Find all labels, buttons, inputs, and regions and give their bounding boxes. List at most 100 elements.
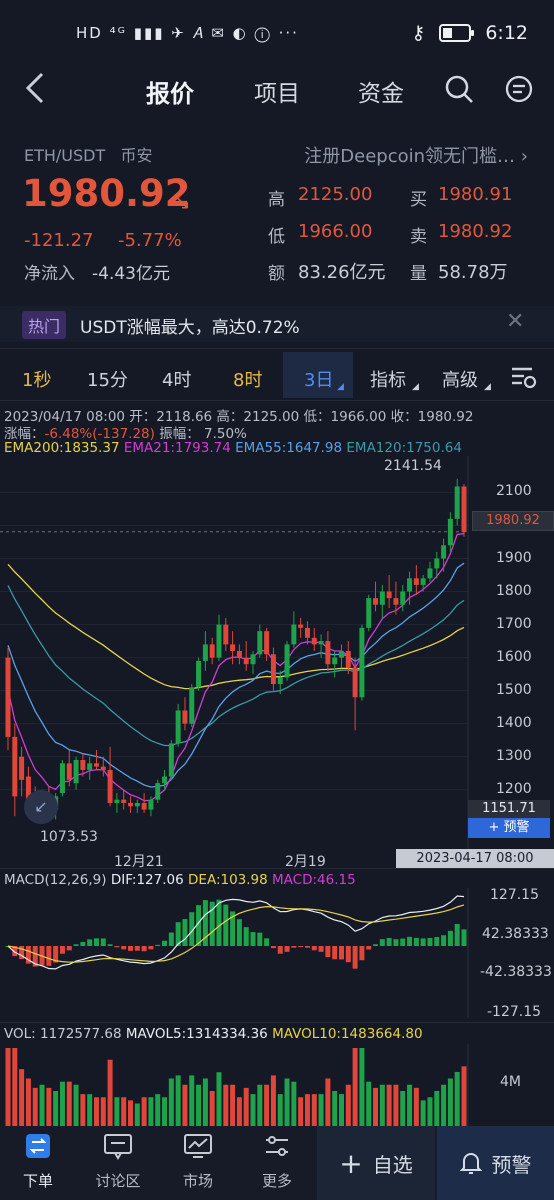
volume-chart[interactable] <box>0 1044 554 1126</box>
interval-1s[interactable]: 1秒 <box>22 370 52 391</box>
sell-value: 1980.92 <box>438 221 513 242</box>
hot-text: USDT涨幅最大，高达0.72% <box>80 318 300 338</box>
volume-bar <box>420 1100 426 1126</box>
nav-market[interactable]: 市场 <box>168 1132 228 1191</box>
candle <box>73 760 79 784</box>
volume-bar <box>270 1075 276 1126</box>
price-tick-1400: 1400 <box>496 714 532 731</box>
menu-icon <box>505 75 533 103</box>
corner-triangle-icon: ◢ <box>412 382 419 392</box>
macd-tick-2: 42.38333 <box>482 926 549 942</box>
macd-bar <box>66 946 72 951</box>
volume-bar <box>25 1078 31 1126</box>
macd-chart[interactable] <box>0 888 554 1018</box>
nav-discussion[interactable]: 讨论区 <box>88 1132 148 1191</box>
macd-bar <box>454 924 460 946</box>
macd-bar <box>373 944 379 946</box>
volume-bar <box>230 1084 236 1126</box>
alert-button[interactable]: 预警 <box>437 1126 554 1200</box>
macd-bar <box>141 946 147 952</box>
candle <box>304 627 310 638</box>
candle <box>175 710 181 744</box>
interval-4h[interactable]: 4时 <box>162 370 192 391</box>
macd-bar <box>121 946 127 950</box>
close-icon[interactable]: ✕ <box>506 309 525 334</box>
ema21-label: EMA21:1793.74 <box>123 440 231 456</box>
candlestick-chart[interactable] <box>0 456 554 866</box>
macd-bar <box>441 935 447 946</box>
candle <box>454 486 460 519</box>
candle <box>202 644 208 661</box>
volume-bar <box>393 1084 399 1126</box>
volume-bar <box>338 1094 344 1126</box>
volume-bar <box>168 1078 174 1126</box>
volume-bar <box>155 1094 161 1126</box>
order-icon <box>26 1134 50 1158</box>
macd-bar <box>209 901 215 946</box>
candle <box>420 578 426 585</box>
watchlist-button[interactable]: + 自选 <box>317 1126 435 1200</box>
ema200-line <box>7 563 465 690</box>
macd-bar <box>386 937 392 946</box>
nav-order[interactable]: 下单 <box>8 1132 68 1191</box>
candle <box>100 766 106 770</box>
price-tick-1200: 1200 <box>496 780 532 797</box>
volume-bar <box>107 1059 113 1126</box>
candle <box>141 802 147 810</box>
candle <box>264 631 270 655</box>
macd-bar <box>270 946 276 949</box>
battery-icon <box>439 24 475 42</box>
back-button[interactable] <box>24 70 46 115</box>
price-tick-1800: 1800 <box>496 582 532 599</box>
volume-bar <box>454 1071 460 1126</box>
candle <box>270 654 276 685</box>
pair-label: ETH/USDT 币安 <box>24 146 153 165</box>
volume-bar <box>366 1081 372 1126</box>
collapse-arrow-icon[interactable]: ↙ <box>24 790 58 824</box>
macd-bar <box>230 911 236 946</box>
vol-tick-4m: 4M <box>500 1074 521 1090</box>
chart-settings-button[interactable] <box>510 364 538 394</box>
nav-more[interactable]: 更多 <box>247 1132 307 1191</box>
volume-bar <box>134 1103 140 1126</box>
add-alert-button[interactable]: + 预警 <box>468 818 550 838</box>
macd-bar <box>134 946 140 951</box>
candle <box>298 624 304 628</box>
indicator-button[interactable]: 指标 <box>370 370 406 391</box>
volume-bar <box>53 1091 59 1126</box>
hot-banner[interactable] <box>0 306 554 342</box>
macd-bar <box>366 946 372 950</box>
ad-banner[interactable]: 注册Deepcoin领无门槛… › <box>304 146 528 167</box>
macd-bar <box>393 939 399 946</box>
chevron-right-icon: › <box>520 146 528 167</box>
macd-bar <box>46 946 52 966</box>
tab-project[interactable]: 项目 <box>254 81 300 107</box>
search-button[interactable] <box>444 74 474 104</box>
interval-8h[interactable]: 8时 <box>233 370 263 391</box>
volume-bar <box>359 1048 365 1126</box>
interval-3d[interactable]: 3日 <box>283 352 353 398</box>
volume-bar <box>114 1097 120 1126</box>
candle <box>413 578 419 585</box>
ema200-label: EMA200:1835.37 <box>4 440 120 456</box>
corner-triangle-icon: ◢ <box>484 382 491 392</box>
candle <box>5 657 11 737</box>
menu-button[interactable] <box>504 74 534 104</box>
interval-15m[interactable]: 15分 <box>87 370 128 391</box>
ema120-label: EMA120:1750.64 <box>346 440 462 456</box>
macd-bar <box>162 940 168 946</box>
candle <box>12 736 18 797</box>
candle <box>168 743 174 777</box>
advanced-button[interactable]: 高级 <box>442 370 478 391</box>
macd-bar <box>168 932 174 946</box>
candle <box>250 654 256 665</box>
macd-bar <box>25 946 31 964</box>
macd-bar <box>236 919 242 946</box>
volume-bar <box>87 1094 93 1126</box>
tab-quote[interactable]: 报价 <box>146 80 194 108</box>
volume-bar <box>379 1084 385 1126</box>
candle <box>325 641 331 665</box>
tab-funds[interactable]: 资金 <box>358 81 404 107</box>
volume-bar <box>291 1081 297 1126</box>
volume-bar <box>386 1084 392 1126</box>
